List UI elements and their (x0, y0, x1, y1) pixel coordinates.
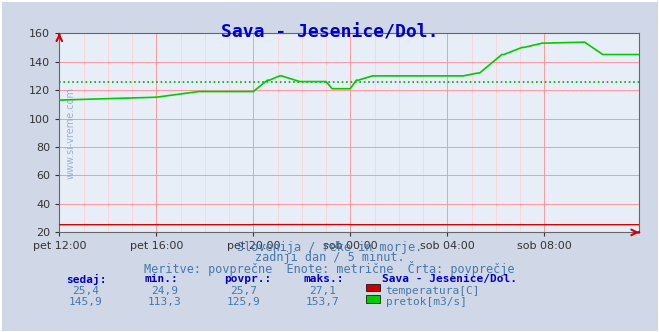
Text: Slovenija / reke in morje.: Slovenija / reke in morje. (237, 241, 422, 254)
Text: 145,9: 145,9 (69, 297, 103, 307)
Text: 24,9: 24,9 (152, 286, 178, 295)
Text: Sava - Jesenice/Dol.: Sava - Jesenice/Dol. (221, 23, 438, 41)
Text: maks.:: maks.: (303, 274, 343, 284)
Text: 125,9: 125,9 (227, 297, 261, 307)
Text: sedaj:: sedaj: (66, 274, 106, 285)
Text: min.:: min.: (145, 274, 179, 284)
Text: 27,1: 27,1 (310, 286, 336, 295)
Text: povpr.:: povpr.: (224, 274, 272, 284)
Text: temperatura[C]: temperatura[C] (386, 286, 480, 295)
Text: pretok[m3/s]: pretok[m3/s] (386, 297, 467, 307)
Text: Meritve: povprečne  Enote: metrične  Črta: povprečje: Meritve: povprečne Enote: metrične Črta:… (144, 261, 515, 276)
Text: 113,3: 113,3 (148, 297, 182, 307)
Text: 25,7: 25,7 (231, 286, 257, 295)
Text: Sava - Jesenice/Dol.: Sava - Jesenice/Dol. (382, 274, 517, 284)
Text: 153,7: 153,7 (306, 297, 340, 307)
Text: 25,4: 25,4 (72, 286, 99, 295)
Text: www.si-vreme.com: www.si-vreme.com (65, 87, 75, 179)
Text: zadnji dan / 5 minut.: zadnji dan / 5 minut. (254, 251, 405, 264)
